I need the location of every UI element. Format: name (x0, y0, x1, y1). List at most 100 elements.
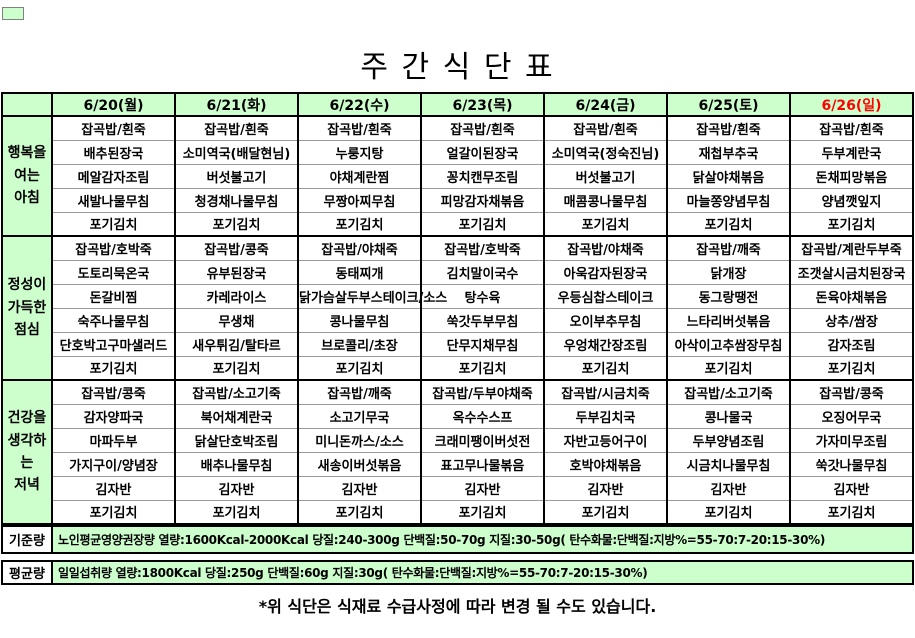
menu-cell: 포기김치 (666, 211, 791, 236)
menu-row: 새발나물무침 청경채나물무침 무짱아찌무침 피망감자채볶음 매콤콩나물무침 마늘쫑양념무침… (2, 187, 914, 212)
menu-cell: 포기김치 (297, 211, 422, 236)
menu-cell: 감자조림 (789, 331, 914, 356)
meal-label: 정성이 가득한 점심 (1, 235, 53, 381)
menu-cell: 포기김치 (174, 499, 299, 524)
menu-cell: 숙주나물무침 (51, 307, 176, 332)
menu-cell: 새우튀김/탈타르 (174, 331, 299, 356)
menu-row: 돈갈비찜 카레라이스 닭가슴살두부스테이크/소스 탕수육 우등심찹스테이크 동그랑땡전 돈육… (2, 283, 914, 308)
menu-cell: 돈갈비찜 (51, 283, 176, 308)
menu-cell: 버섯불고기 (543, 163, 668, 188)
menu-cell: 잡곡밥/소고기죽 (174, 379, 299, 404)
page-title: 주 간 식 단 표 (360, 50, 555, 85)
menu-row: 메알감자조림 버섯불고기 야채계란찜 꽁치캔무조림 버섯불고기 닭살야채볶음 돈채피망볶음 (2, 163, 914, 188)
menu-cell: 포기김치 (543, 499, 668, 524)
menu-cell: 느타리버섯볶음 (666, 307, 791, 332)
menu-row: 포기김치 포기김치 포기김치 포기김치 포기김치 포기김치 포기김치 (2, 211, 914, 236)
menu-cell: 포기김치 (666, 499, 791, 524)
menu-row: 김자반 김자반 김자반 김자반 김자반 김자반 김자반 (2, 475, 914, 500)
menu-cell: 소고기무국 (297, 403, 422, 428)
menu-cell: 잡곡밥/흰죽 (543, 115, 668, 140)
day-header: 6/26(일) (789, 92, 914, 117)
menu-cell: 오이부추무침 (543, 307, 668, 332)
menu-cell: 포기김치 (789, 499, 914, 524)
average-amount-row: 평균량 일일섭취량 열량:1800Kcal 당질:250g 단백질:60g 지질… (1, 560, 914, 585)
menu-cell: 두부계란국 (789, 139, 914, 164)
menu-cell: 마늘쫑양념무침 (666, 187, 791, 212)
menu-row: 건강을 생각하는 저녁 잡곡밥/콩죽 잡곡밥/소고기죽 잡곡밥/깨죽 잡곡밥/두부야채죽… (1, 379, 914, 525)
menu-cell: 브로콜리/초장 (297, 331, 422, 356)
menu-cell: 새발나물무침 (51, 187, 176, 212)
menu-row: 포기김치 포기김치 포기김치 포기김치 포기김치 포기김치 포기김치 (2, 355, 914, 380)
standard-amount-label: 기준량 (1, 525, 53, 554)
menu-row: 가지구이/양념장 배추나물무침 새송이버섯볶음 표고무나물볶음 호박야채볶음 시금치나물무… (2, 451, 914, 476)
menu-cell: 포기김치 (420, 355, 545, 380)
menu-cell: 동그랑땡전 (666, 283, 791, 308)
menu-cell: 아욱감자된장국 (543, 259, 668, 284)
menu-cell: 포기김치 (174, 355, 299, 380)
menu-row: 단호박고구마샐러드 새우튀김/탈타르 브로콜리/초장 단무지채무침 우엉채간장조림 아삭이… (2, 331, 914, 356)
menu-cell: 김치말이국수 (420, 259, 545, 284)
menu-cell: 잡곡밥/콩죽 (789, 379, 914, 404)
menu-cell: 마파두부 (51, 427, 176, 452)
menu-cell: 돈육야채볶음 (789, 283, 914, 308)
meal-label: 건강을 생각하는 저녁 (1, 379, 53, 525)
menu-row: 숙주나물무침 무생채 콩나물무침 쑥갓두부무침 오이부추무침 느타리버섯볶음 상추/쌈장 (2, 307, 914, 332)
menu-cell: 잡곡밥/콩죽 (51, 379, 176, 404)
menu-cell: 청경채나물무침 (174, 187, 299, 212)
menu-cell: 버섯불고기 (174, 163, 299, 188)
average-amount-label: 평균량 (1, 560, 53, 585)
menu-cell: 닭살야채볶음 (666, 163, 791, 188)
menu-cell: 오징어무국 (789, 403, 914, 428)
menu-cell: 포기김치 (666, 355, 791, 380)
menu-cell: 포기김치 (420, 499, 545, 524)
menu-cell: 도토리묵온국 (51, 259, 176, 284)
menu-row: 배추된장국 소미역국(배달현님) 누룽지탕 얼갈이된장국 소미역국(정숙진님) 재첩부추국… (2, 139, 914, 164)
menu-cell: 유부된장국 (174, 259, 299, 284)
menu-cell: 피망감자채볶음 (420, 187, 545, 212)
menu-cell: 표고무나물볶음 (420, 451, 545, 476)
menu-cell: 카레라이스 (174, 283, 299, 308)
menu-cell: 잡곡밥/계란두부죽 (789, 235, 914, 260)
menu-cell: 잡곡밥/흰죽 (51, 115, 176, 140)
menu-cell: 배추된장국 (51, 139, 176, 164)
menu-cell: 포기김치 (297, 499, 422, 524)
menu-cell: 포기김치 (789, 355, 914, 380)
menu-cell: 감자양파국 (51, 403, 176, 428)
menu-cell: 야채계란찜 (297, 163, 422, 188)
menu-cell: 잡곡밥/소고기죽 (666, 379, 791, 404)
menu-cell: 포기김치 (789, 211, 914, 236)
standard-amount-text: 노인평균영양권장량 열량:1600Kcal-2000Kcal 당질:240-30… (51, 525, 914, 554)
menu-cell: 탕수육 (420, 283, 545, 308)
menu-cell: 닭살단호박조림 (174, 427, 299, 452)
menu-cell: 두부양념조림 (666, 427, 791, 452)
menu-cell: 잡곡밥/흰죽 (666, 115, 791, 140)
meal-label: 행복을 여는 아침 (1, 115, 53, 237)
menu-cell: 단무지채무침 (420, 331, 545, 356)
menu-cell: 양념깻잎지 (789, 187, 914, 212)
menu-cell: 꽁치캔무조림 (420, 163, 545, 188)
menu-cell: 잡곡밥/두부야채죽 (420, 379, 545, 404)
menu-cell: 소미역국(배달현님) (174, 139, 299, 164)
menu-cell: 포기김치 (51, 355, 176, 380)
menu-cell: 단호박고구마샐러드 (51, 331, 176, 356)
menu-cell: 잡곡밥/흰죽 (789, 115, 914, 140)
menu-cell: 잡곡밥/흰죽 (297, 115, 422, 140)
menu-cell: 동태찌개 (297, 259, 422, 284)
corner-header-cell (1, 92, 53, 117)
standard-amount-row: 기준량 노인평균영양권장량 열량:1600Kcal-2000Kcal 당질:24… (1, 525, 914, 554)
menu-cell: 누룽지탕 (297, 139, 422, 164)
menu-cell: 무생채 (174, 307, 299, 332)
meal-plan-table: 6/20(월) 6/21(화) 6/22(수) 6/23(목) 6/24(금) 6/25(… (1, 92, 914, 525)
menu-cell: 닭개장 (666, 259, 791, 284)
menu-cell: 김자반 (174, 475, 299, 500)
menu-row: 감자양파국 북어채계란국 소고기무국 옥수수스프 두부김치국 콩나물국 오징어무국 (2, 403, 914, 428)
menu-cell: 잡곡밥/야채죽 (297, 235, 422, 260)
menu-cell: 새송이버섯볶음 (297, 451, 422, 476)
menu-cell: 김자반 (420, 475, 545, 500)
menu-cell: 잡곡밥/호박죽 (51, 235, 176, 260)
menu-row: 포기김치 포기김치 포기김치 포기김치 포기김치 포기김치 포기김치 (2, 499, 914, 524)
menu-cell: 가지구이/양념장 (51, 451, 176, 476)
menu-cell: 쑥갓나물무침 (789, 451, 914, 476)
menu-cell: 닭가슴살두부스테이크/소스 (297, 283, 447, 308)
menu-cell: 옥수수스프 (420, 403, 545, 428)
